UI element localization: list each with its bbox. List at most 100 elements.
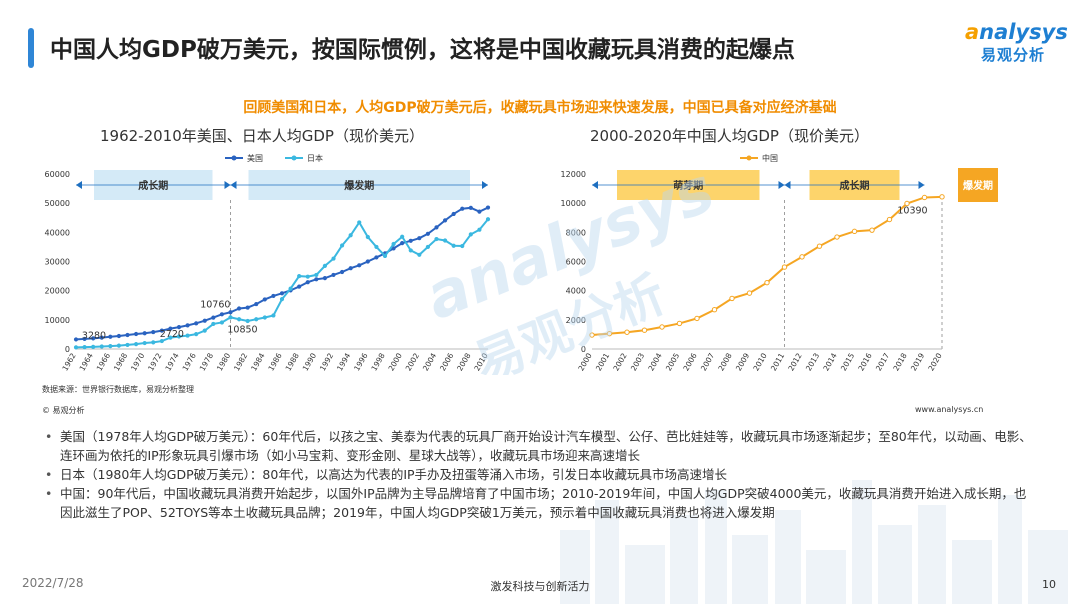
bullet-china: 中国：90年代后，中国收藏玩具消费开始起步，以国外IP品牌为主导品牌培育了中国市… <box>45 484 1035 522</box>
x-tick-label: 1964 <box>78 351 95 372</box>
x-tick-label: 1976 <box>181 351 198 372</box>
data-point <box>211 321 216 327</box>
x-tick-label: 2005 <box>664 351 681 372</box>
data-point <box>176 325 182 330</box>
data-point <box>365 259 370 264</box>
data-point <box>194 321 199 326</box>
x-tick-label: 1980 <box>215 351 232 372</box>
data-point <box>108 344 113 349</box>
x-tick-label: 2009 <box>734 351 751 372</box>
data-point <box>99 344 104 349</box>
data-point <box>485 205 491 210</box>
legend-label: 美国 <box>247 153 263 163</box>
data-point <box>886 216 893 223</box>
legend-label: 日本 <box>307 153 323 163</box>
data-point <box>73 345 79 350</box>
data-point <box>322 276 328 281</box>
data-point <box>116 343 122 348</box>
x-tick-label: 2017 <box>874 351 891 372</box>
x-tick-label: 1972 <box>146 351 163 372</box>
data-point <box>125 342 130 348</box>
data-point <box>869 227 875 233</box>
data-point <box>236 317 242 322</box>
period-arrow-head-right <box>482 181 488 189</box>
data-point <box>374 244 379 250</box>
data-point <box>133 331 139 337</box>
data-point <box>322 263 328 268</box>
page-title: 中国人均GDP破万美元，按国际惯例，这将是中国收藏玩具消费的起爆点 <box>50 37 795 63</box>
data-point <box>305 274 310 279</box>
data-point <box>125 332 130 338</box>
data-point <box>921 194 928 201</box>
x-tick-label: 2001 <box>594 351 611 372</box>
x-tick-label: 1966 <box>95 351 112 372</box>
data-point <box>185 333 190 338</box>
data-point <box>202 328 207 333</box>
data-point <box>82 345 87 350</box>
data-point <box>468 205 473 210</box>
data-point <box>451 243 456 248</box>
data-point <box>816 243 823 249</box>
x-tick-label: 1982 <box>232 351 249 372</box>
data-point <box>357 220 362 225</box>
x-tick-label: 1992 <box>318 351 335 372</box>
data-label: 10850 <box>227 324 257 335</box>
page-number: 10 <box>1042 578 1056 591</box>
data-point <box>799 254 805 260</box>
logo-wordmark: analysys <box>965 20 1068 44</box>
x-tick-label: 2006 <box>681 351 698 372</box>
copyright-note: © 易观分析 <box>42 406 85 415</box>
x-tick-label: 2011 <box>769 351 786 372</box>
chart-us-japan-title: 1962-2010年美国、日本人均GDP（现价美元） <box>100 127 424 145</box>
data-point <box>365 234 370 240</box>
data-point <box>142 331 147 336</box>
y-tick-label: 10000 <box>45 316 70 325</box>
data-point <box>451 211 456 217</box>
data-point <box>939 194 945 200</box>
y-tick-label: 0 <box>65 345 70 354</box>
period-label-0: 成长期 <box>138 179 168 192</box>
data-point <box>194 332 199 337</box>
data-point <box>460 243 465 249</box>
data-point <box>434 225 439 230</box>
data-point <box>729 295 735 302</box>
data-point <box>676 320 683 327</box>
data-point <box>434 236 439 242</box>
data-label: 10760 <box>200 300 230 311</box>
data-point <box>400 234 405 239</box>
x-tick-label: 1990 <box>301 351 318 372</box>
data-point <box>228 315 233 320</box>
data-point <box>271 313 276 318</box>
data-source-note: 数据来源：世界银行数据库，易观分析整理 <box>42 385 194 394</box>
data-point <box>254 301 259 307</box>
footer-date: 2022/7/28 <box>22 576 84 590</box>
logo-chinese-name: 易观分析 <box>981 46 1046 64</box>
x-tick-label: 2010 <box>751 351 768 372</box>
data-point <box>288 286 293 291</box>
y-tick-label: 50000 <box>45 199 70 208</box>
data-point <box>624 329 630 335</box>
x-tick-label: 2000 <box>387 351 404 372</box>
data-point <box>659 324 665 330</box>
bullet-japan: 日本（1980年人均GDP破万美元）：80年代，以高达为代表的IP手办及扭蛋等涌… <box>45 465 1035 484</box>
data-point <box>382 253 388 259</box>
x-tick-label: 2008 <box>455 351 472 372</box>
x-tick-label: 1970 <box>129 351 146 372</box>
chart-us-japan-gdp: 成长期 爆发期 0 10000 20000 30000 40000 50000 60000 196… <box>45 153 491 373</box>
data-point <box>151 340 156 345</box>
data-point <box>228 310 233 315</box>
x-tick-label: 1962 <box>60 351 77 372</box>
data-point <box>219 320 225 325</box>
y-tick-label: 4000 <box>566 287 586 296</box>
data-point <box>254 317 259 322</box>
data-point <box>91 344 96 349</box>
data-point <box>460 206 465 211</box>
x-tick-label: 2015 <box>839 351 856 372</box>
data-point <box>468 232 473 237</box>
data-point <box>159 338 164 344</box>
y-tick-label: 10000 <box>561 199 586 208</box>
data-point <box>314 272 319 278</box>
series-line-0 <box>75 206 489 341</box>
data-point <box>73 337 79 342</box>
data-point <box>297 273 302 279</box>
